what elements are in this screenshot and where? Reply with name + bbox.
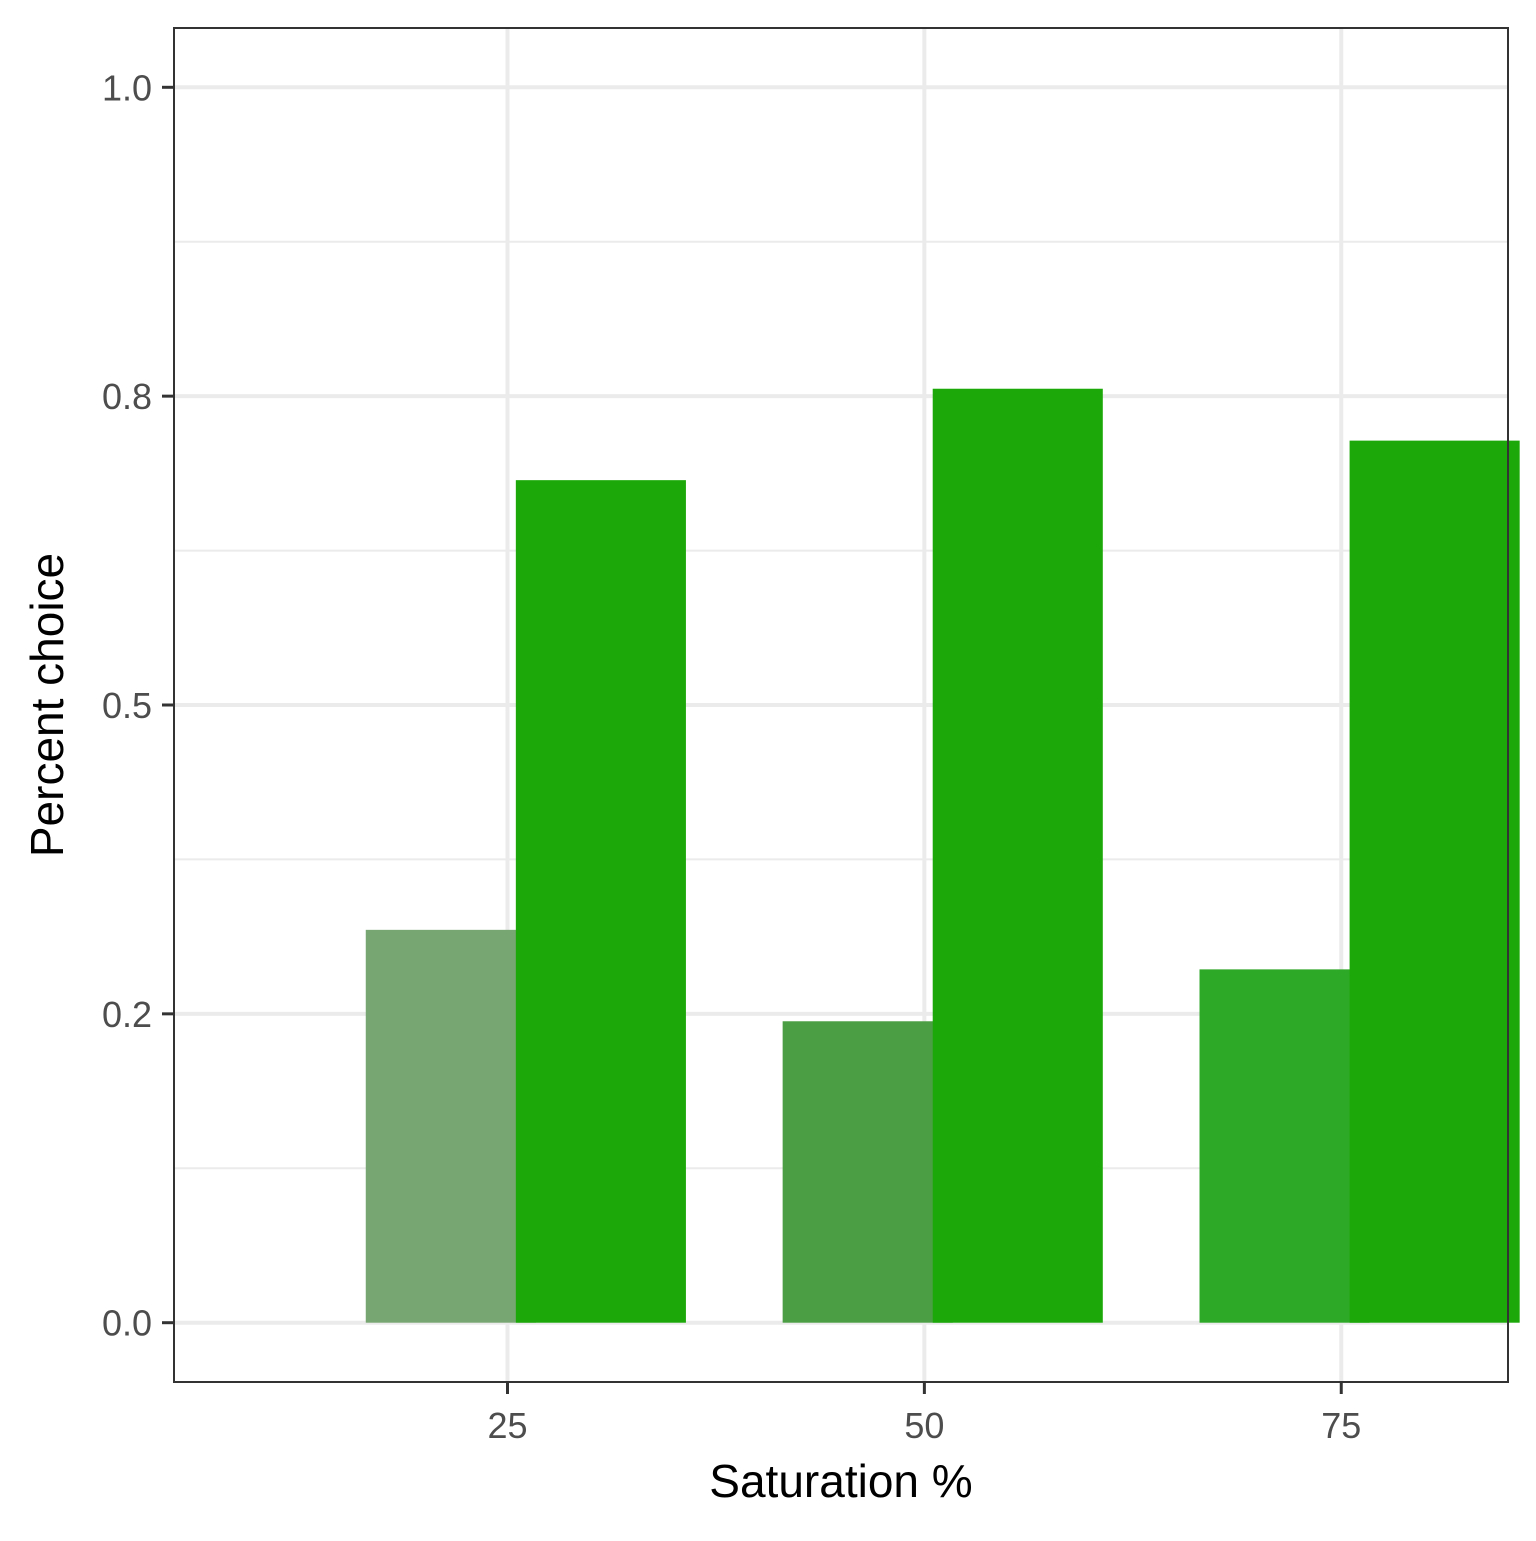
y-tick-label: 0.2 xyxy=(102,994,152,1035)
bars xyxy=(365,388,1520,1323)
y-tick-label: 0.5 xyxy=(102,685,152,726)
y-tick-label: 0.0 xyxy=(102,1303,152,1344)
bar-3 xyxy=(782,1021,953,1323)
x-tick-label: 75 xyxy=(1321,1405,1361,1446)
bar-1 xyxy=(365,929,536,1323)
y-tick-label: 1.0 xyxy=(102,67,152,108)
bar-4 xyxy=(932,388,1103,1323)
y-axis-title: Percent choice xyxy=(21,553,73,857)
bar-5 xyxy=(1199,969,1370,1323)
x-tick-label: 25 xyxy=(487,1405,527,1446)
bar-6 xyxy=(1349,440,1520,1323)
x-tick-label: 50 xyxy=(904,1405,944,1446)
x-axis: 25 50 75 xyxy=(487,1382,1361,1446)
bar-2 xyxy=(515,480,686,1323)
x-axis-title: Saturation % xyxy=(709,1455,972,1507)
y-tick-label: 0.8 xyxy=(102,376,152,417)
y-axis: 0.0 0.2 0.5 0.8 1.0 xyxy=(102,67,174,1344)
